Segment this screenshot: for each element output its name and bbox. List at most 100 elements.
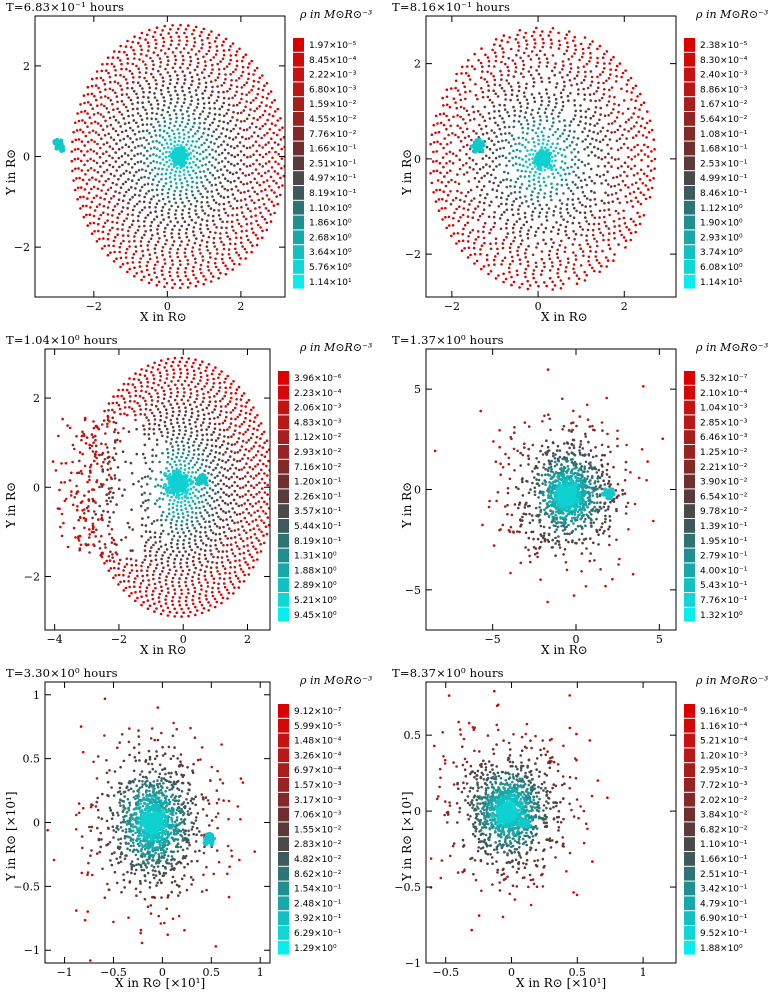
- particle: [539, 123, 542, 126]
- particle: [492, 182, 495, 185]
- particle: [526, 221, 529, 224]
- particle: [98, 238, 101, 241]
- particle: [442, 147, 445, 150]
- particle: [107, 97, 110, 100]
- particle: [570, 151, 573, 154]
- particle: [152, 36, 155, 39]
- particle: [181, 497, 184, 500]
- colorbar-label: 3.74×10⁰: [700, 248, 743, 258]
- colorbar-label: 2.53×10⁻¹: [700, 159, 748, 169]
- particle: [203, 397, 206, 400]
- particle: [159, 57, 162, 60]
- particle: [508, 152, 511, 155]
- particle: [148, 274, 151, 277]
- particle: [112, 127, 115, 130]
- particle: [459, 168, 462, 171]
- particle: [584, 164, 587, 167]
- particle: [505, 203, 508, 206]
- particle: [196, 176, 199, 179]
- particle: [118, 157, 121, 160]
- particle: [208, 404, 211, 407]
- particle: [486, 193, 489, 196]
- particle: [218, 73, 221, 76]
- particle: [529, 163, 532, 166]
- particle: [169, 255, 172, 258]
- particle: [280, 148, 283, 151]
- particle: [619, 125, 622, 128]
- particle: [245, 230, 248, 233]
- particle: [467, 191, 470, 194]
- particle: [154, 252, 157, 255]
- particle: [165, 178, 168, 181]
- particle: [500, 74, 503, 77]
- particle: [267, 141, 270, 144]
- particle: [193, 155, 196, 158]
- particle: [113, 447, 116, 450]
- particle: [245, 532, 248, 535]
- particle: [221, 185, 224, 188]
- particle: [130, 564, 133, 567]
- particle: [148, 142, 151, 145]
- particle: [143, 559, 146, 562]
- particle: [512, 227, 515, 230]
- particle: [176, 82, 179, 85]
- particle: [181, 493, 184, 496]
- particle: [561, 68, 564, 71]
- particle: [195, 205, 198, 208]
- particle: [146, 117, 149, 120]
- particle: [487, 84, 490, 87]
- particle: [553, 74, 556, 77]
- particle: [176, 395, 179, 398]
- particle: [217, 491, 220, 494]
- particle: [153, 432, 156, 435]
- y-axis-label: Y in R⊙: [4, 149, 18, 195]
- particle: [460, 72, 463, 75]
- particle: [179, 178, 182, 181]
- particle: [483, 265, 486, 268]
- particle: [87, 93, 90, 96]
- particle: [73, 496, 76, 499]
- particle: [152, 590, 155, 593]
- particle: [499, 44, 502, 47]
- particle: [118, 148, 121, 151]
- particle: [225, 476, 228, 479]
- particle: [257, 172, 260, 175]
- particle: [625, 121, 628, 124]
- particle: [519, 57, 522, 60]
- particle: [245, 441, 248, 444]
- particle: [261, 165, 264, 168]
- particle: [240, 192, 243, 195]
- particle: [562, 64, 565, 67]
- particle: [162, 566, 165, 569]
- particle: [477, 59, 480, 62]
- particle: [209, 545, 212, 548]
- particle: [80, 439, 83, 442]
- particle: [198, 126, 201, 129]
- particle: [168, 165, 171, 168]
- particle: [505, 222, 508, 225]
- particle: [163, 258, 166, 261]
- particle: [224, 188, 227, 191]
- particle: [209, 59, 212, 62]
- particle: [261, 197, 264, 200]
- particle: [622, 180, 625, 183]
- particle: [91, 85, 94, 88]
- particle: [156, 499, 159, 502]
- particle: [190, 144, 193, 147]
- particle: [624, 195, 627, 198]
- particle: [177, 275, 180, 278]
- particle: [536, 196, 539, 199]
- particle: [102, 184, 105, 187]
- particle: [186, 122, 189, 125]
- particle: [150, 147, 153, 150]
- particle: [162, 530, 165, 533]
- particle: [527, 237, 530, 240]
- particle: [199, 252, 202, 255]
- particle: [109, 251, 112, 254]
- particle: [113, 139, 116, 142]
- particle: [141, 575, 144, 578]
- particle: [540, 273, 543, 276]
- particle: [200, 429, 203, 432]
- particle: [507, 70, 510, 73]
- particle: [82, 205, 85, 208]
